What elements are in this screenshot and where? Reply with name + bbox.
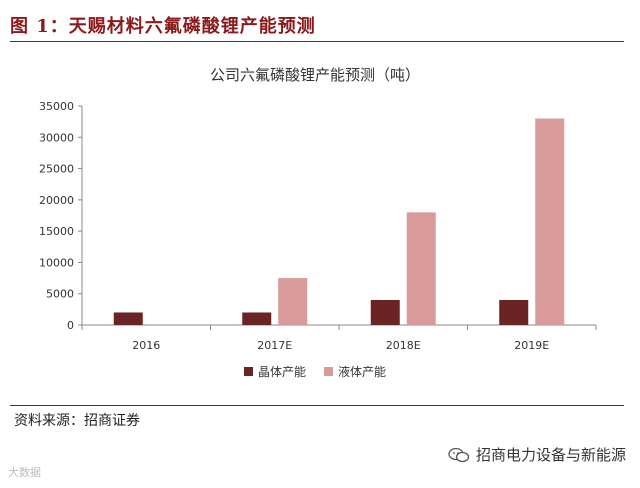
y-axis: 0 5000 10000 15000 20000 25000 30000 35000 — [39, 100, 83, 332]
bar-chart: 公司六氟磷酸锂产能预测（吨） 0 5000 10000 15000 20000 25000… — [39, 66, 597, 379]
bar-liquid-capacity — [406, 212, 436, 325]
source-rule — [10, 405, 624, 406]
brand-name: 招商电力设备与新能源 — [475, 446, 626, 464]
source-note: 资料来源：招商证券 — [14, 413, 140, 429]
bar-crystal-capacity — [499, 299, 529, 325]
y-tick-label: 0 — [67, 319, 74, 332]
y-tick-label: 15000 — [39, 225, 74, 238]
wechat-icon — [448, 447, 470, 462]
y-tick-label: 5000 — [46, 288, 74, 301]
title-rule — [10, 41, 624, 42]
legend-label: 晶体产能 — [258, 365, 306, 379]
figure-title: 图 1：天赐材料六氟磷酸锂产能预测 — [10, 16, 316, 37]
y-tick-label: 25000 — [39, 163, 74, 176]
x-axis: 2016 2017E 2018E 2019E — [81, 324, 597, 352]
bar-crystal-capacity — [242, 312, 272, 325]
chart-title: 公司六氟磷酸锂产能预测（吨） — [210, 66, 420, 84]
x-tick-label: 2016 — [132, 339, 160, 352]
y-tick-label: 10000 — [39, 256, 74, 269]
y-tick-label: 30000 — [39, 131, 74, 144]
legend: 晶体产能 液体产能 — [244, 364, 386, 379]
y-tick-label: 35000 — [39, 100, 74, 113]
bars — [113, 118, 565, 325]
x-tick-label: 2017E — [257, 339, 292, 352]
legend-swatch-crystal — [244, 367, 253, 376]
bar-liquid-capacity — [535, 118, 565, 325]
bar-liquid-capacity — [278, 278, 308, 325]
bar-crystal-capacity — [113, 312, 143, 325]
legend-label: 液体产能 — [338, 364, 386, 379]
brand-badge: 招商电力设备与新能源 — [448, 444, 626, 465]
x-tick-label: 2019E — [514, 339, 549, 352]
legend-swatch-liquid — [324, 367, 333, 376]
bar-crystal-capacity — [370, 299, 400, 325]
y-tick-label: 20000 — [39, 194, 74, 207]
x-tick-label: 2018E — [386, 339, 421, 352]
watermark: 大数据 — [8, 466, 41, 479]
